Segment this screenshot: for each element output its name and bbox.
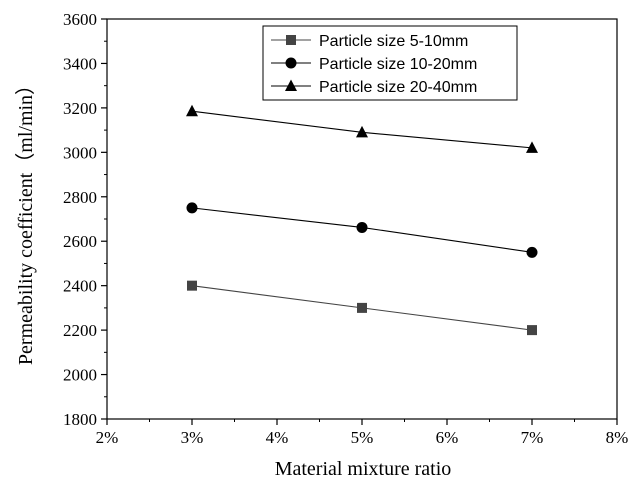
series-2: [186, 202, 538, 258]
data-point-square: [527, 325, 537, 336]
legend-label: Particle size 20-40mm: [319, 79, 477, 96]
legend-label: Particle size 10-20mm: [319, 56, 477, 73]
y-tick-label: 2200: [63, 321, 97, 340]
y-tick-label: 3200: [63, 99, 97, 118]
x-axis-title: Material mixture ratio: [275, 458, 452, 480]
x-tick-label: 4%: [266, 428, 289, 447]
series-3: [186, 104, 538, 153]
data-point-triangle: [186, 104, 198, 117]
data-point-triangle: [356, 125, 368, 138]
legend-item: Particle size 10-20mm: [271, 56, 477, 73]
x-tick-label: 3%: [181, 428, 204, 447]
y-tick-label: 3600: [63, 10, 97, 29]
data-point-circle: [526, 246, 538, 258]
data-point-circle: [186, 202, 198, 214]
x-tick-label: 2%: [96, 428, 119, 447]
y-tick-label: 2600: [63, 232, 97, 251]
data-point-square: [357, 302, 367, 313]
x-tick-label: 5%: [351, 428, 374, 447]
y-tick-label: 2400: [63, 277, 97, 296]
series-1: [187, 280, 537, 336]
y-tick-label: 3400: [63, 54, 97, 73]
y-tick-label: 2000: [63, 366, 97, 385]
legend-item: Particle size 5-10mm: [271, 33, 468, 50]
y-tick-label: 1800: [63, 410, 97, 429]
legend-marker-square: [286, 35, 296, 45]
y-axis-title: Permeability coefficient（ml/min）: [14, 75, 37, 365]
data-point-square: [187, 280, 197, 291]
y-tick-label: 2800: [63, 188, 97, 207]
legend-marker-triangle: [285, 79, 297, 91]
legend-item: Particle size 20-40mm: [271, 79, 477, 96]
x-tick-label: 7%: [521, 428, 544, 447]
x-tick-label: 6%: [436, 428, 459, 447]
data-point-triangle: [526, 141, 538, 153]
x-tick-label: 8%: [606, 428, 629, 447]
series-layer: [186, 104, 538, 336]
legend-label: Particle size 5-10mm: [319, 33, 468, 50]
legend: Particle size 5-10mm Particle size 10-20m…: [262, 25, 518, 101]
legend-marker-circle: [285, 57, 297, 69]
ticks: 2% 3% 4% 5% 6% 7% 8% 1800 2000 2200 2400 2600 2800 30…: [63, 10, 628, 447]
y-tick-label: 3000: [63, 143, 97, 162]
data-point-circle: [356, 221, 368, 233]
